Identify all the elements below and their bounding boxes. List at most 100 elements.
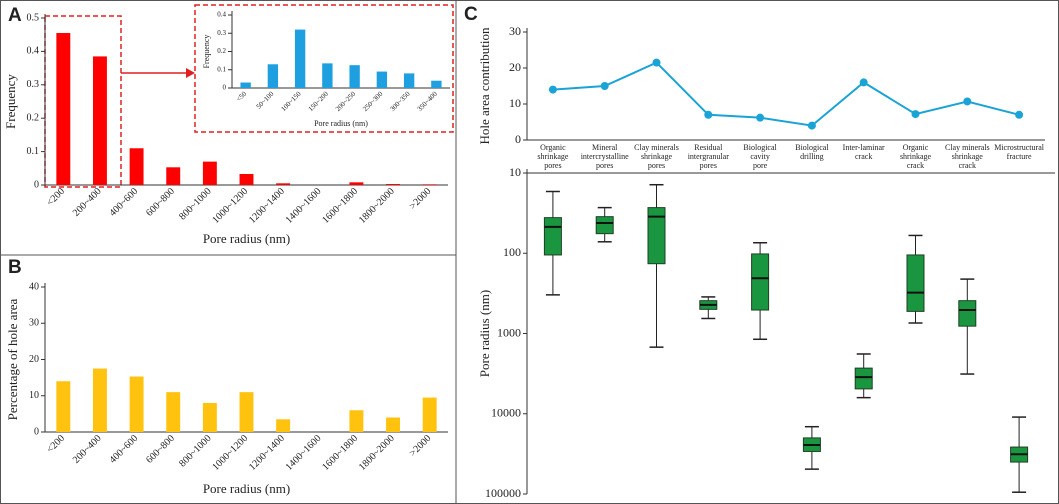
- x-tick-label: Residual: [694, 143, 723, 152]
- x-tick-label: 1600~1800: [320, 186, 360, 226]
- box: [958, 300, 977, 327]
- x-tick-label: >2000: [408, 433, 434, 459]
- x-tick-label: <50: [235, 90, 249, 104]
- y-tick-label: 10: [29, 390, 39, 401]
- bar: [276, 419, 291, 432]
- x-tick-label: Biological: [795, 143, 829, 152]
- bar: [386, 183, 401, 185]
- x-tick-label: 200~250: [334, 90, 358, 114]
- box: [647, 207, 666, 265]
- y-tick-label: 0.4: [27, 46, 40, 57]
- y-tick-label: 0.1: [27, 146, 40, 157]
- y-tick-label: 40: [29, 281, 39, 292]
- point: [756, 113, 765, 122]
- x-tick-label: pores: [596, 161, 613, 170]
- y-axis-label: Percentage of hole area: [5, 298, 20, 420]
- x-tick-label: drilling: [800, 152, 824, 161]
- x-tick-label: 800~1000: [177, 186, 213, 222]
- bar: [267, 64, 279, 88]
- x-tick-label: 400~600: [108, 433, 141, 466]
- line: [552, 61, 1020, 127]
- point: [600, 82, 609, 90]
- y-tick-label: 0.5: [27, 12, 40, 23]
- y-tick-label: 20: [509, 60, 521, 74]
- x-tick-label: 100~150: [279, 90, 303, 114]
- x-tick-label: 1400~1600: [284, 433, 324, 473]
- y-tick-label: 0.2: [27, 112, 40, 123]
- box: [543, 217, 562, 256]
- bar: [349, 65, 360, 88]
- y-tick-label: 100: [503, 245, 521, 259]
- inset-box: [194, 4, 454, 133]
- x-tick-label: <200: [45, 433, 67, 455]
- y-tick-label: 0: [515, 132, 521, 146]
- x-tick-label: pores: [544, 161, 561, 170]
- y-tick-label: 30: [509, 24, 521, 38]
- x-tick-label: 50~100: [255, 90, 276, 111]
- y-tick-label: 0.2: [217, 47, 226, 55]
- bar: [422, 397, 437, 432]
- bar: [166, 392, 181, 432]
- x-tick-label: 1000~1200: [210, 433, 250, 473]
- y-axis-label: Frequency: [202, 35, 211, 69]
- y-tick-label: 30: [29, 318, 39, 329]
- x-tick-label: pores: [648, 161, 665, 170]
- x-tick-label: shrinkage: [641, 152, 673, 161]
- x-tick-label: crack: [907, 161, 924, 170]
- x-tick-label: 400~600: [108, 186, 141, 219]
- bar: [202, 403, 217, 432]
- y-tick-label: 10: [509, 165, 521, 179]
- panel-label: A: [8, 5, 22, 26]
- y-axis-label: Frequency: [3, 74, 18, 129]
- bar: [129, 376, 144, 432]
- x-tick-label: 1200~1400: [247, 433, 287, 473]
- y-tick-label: 100000: [485, 486, 521, 500]
- bar: [166, 167, 181, 185]
- y-tick-label: 0.3: [217, 29, 226, 37]
- x-tick-label: Clay minerals: [634, 143, 679, 152]
- y-tick-label: 10: [509, 96, 521, 110]
- panel-label: C: [464, 4, 478, 25]
- bar: [276, 183, 291, 185]
- x-tick-label: crack: [855, 152, 872, 161]
- x-tick-label: intercrystalline: [581, 152, 629, 161]
- bar: [294, 29, 306, 89]
- point: [807, 121, 816, 130]
- y-tick-label: 0: [223, 84, 227, 92]
- bar: [92, 368, 107, 432]
- x-tick-label: Mineral: [592, 143, 618, 152]
- x-tick-label: Microstructural: [994, 143, 1045, 152]
- point: [963, 97, 972, 106]
- point: [1015, 110, 1024, 119]
- y-tick-label: 0: [34, 426, 39, 437]
- bar: [376, 71, 388, 88]
- x-axis-label: Pore radius (nm): [203, 481, 290, 496]
- x-tick-label: Biological: [743, 143, 777, 152]
- x-tick-label: 250~300: [361, 90, 385, 114]
- x-tick-label: 300~350: [388, 90, 412, 114]
- bar: [349, 182, 364, 185]
- y-tick-label: 0.4: [217, 11, 226, 19]
- point: [548, 85, 557, 94]
- point: [652, 58, 661, 67]
- x-tick-label: 350~400: [416, 90, 440, 114]
- x-tick-label: 1200~1400: [247, 186, 287, 226]
- x-tick-label: 200~400: [71, 186, 104, 219]
- y-tick-label: 10000: [491, 406, 521, 420]
- x-axis-label: Pore radius (nm): [203, 231, 290, 246]
- bar: [386, 417, 401, 432]
- box: [751, 253, 770, 311]
- x-tick-label: 600~800: [144, 186, 177, 219]
- bar: [431, 80, 442, 88]
- y-axis-label: Hole area contribution: [477, 27, 492, 144]
- y-axis-label: Pore radius (nm): [477, 290, 492, 377]
- bar: [56, 381, 71, 432]
- x-tick-label: Clay minerals: [945, 143, 990, 152]
- bar: [240, 82, 251, 88]
- x-tick-label: 1800~2000: [357, 186, 397, 226]
- x-tick-label: crack: [959, 161, 976, 170]
- bar: [422, 184, 437, 185]
- x-tick-label: 150~200: [307, 90, 331, 114]
